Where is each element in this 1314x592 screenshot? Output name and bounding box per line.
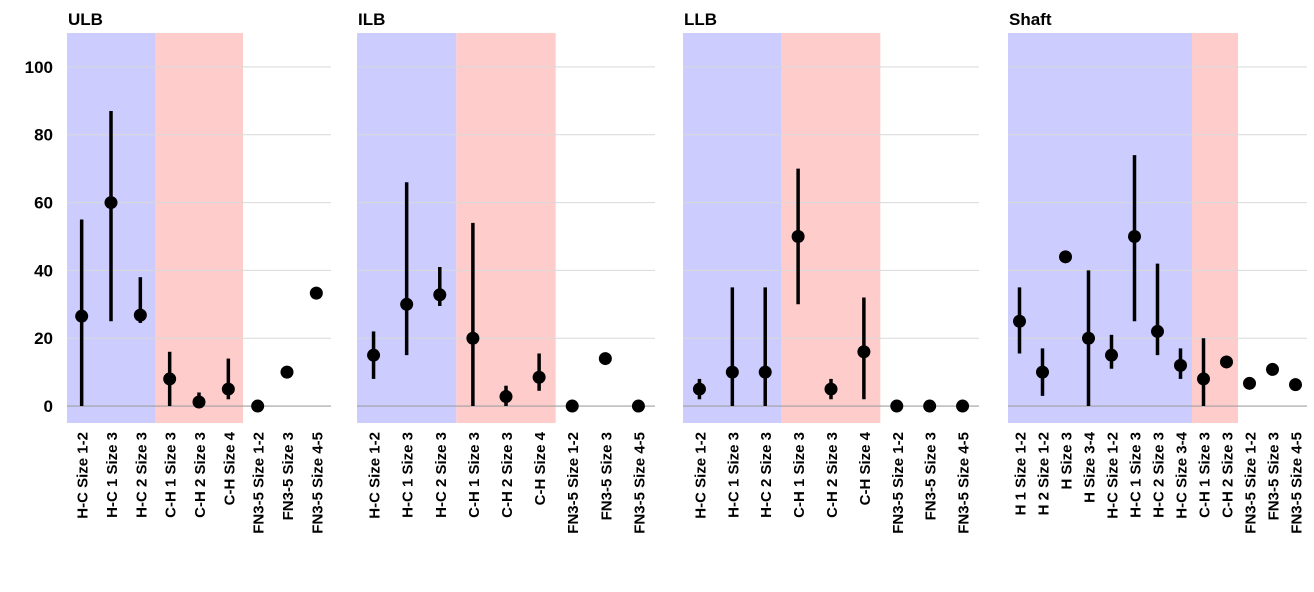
y-tick-label: 80: [34, 126, 53, 145]
x-tick-label: FN3-5 Size 3: [598, 432, 615, 520]
data-point: [956, 399, 970, 413]
data-point: [857, 345, 871, 359]
x-tick-label: FN3-5 Size 4-5: [956, 432, 973, 534]
data-point: [725, 365, 739, 379]
data-point: [532, 370, 546, 384]
data-point: [104, 196, 118, 210]
data-point: [433, 288, 447, 302]
panel-shaft: Shaft H 1 Size 1-2 H 2 Size 1-2 H Size 3 H S…: [1008, 10, 1307, 534]
data-point: [499, 390, 513, 404]
x-tick-label: FN3-5 Size 3: [923, 432, 940, 520]
x-tick-label: H-C 1 Size 3: [725, 432, 742, 518]
data-point: [1174, 358, 1187, 372]
x-tick-label: H-C 2 Size 3: [758, 432, 775, 518]
data-point: [133, 308, 147, 322]
data-point: [631, 399, 645, 413]
x-tick-label: FN3-5 Size 3: [1266, 432, 1283, 520]
data-point: [1151, 324, 1164, 338]
x-tick-label: FN3-5 Size 4-5: [631, 432, 648, 534]
data-point: [598, 352, 612, 366]
x-tick-label: C-H 2 Size 3: [824, 432, 841, 518]
data-point: [923, 399, 937, 413]
x-tick-label: H 2 Size 1-2: [1036, 432, 1053, 515]
x-tick-label: C-H 2 Size 3: [192, 432, 209, 518]
data-point: [400, 297, 414, 311]
x-tick-label: C-H 1 Size 3: [1197, 432, 1214, 518]
data-point: [163, 372, 177, 386]
data-point: [466, 331, 480, 345]
data-point: [1197, 372, 1210, 386]
panel-ilb: ILB H-C Size 1-2 H-C 1 Size 3 H-C 2 Size 3 C…: [357, 10, 655, 534]
data-point: [1128, 229, 1141, 243]
x-tick-label: C-H Size 4: [221, 431, 238, 505]
x-tick-label: H-C Size 1-2: [692, 432, 709, 519]
y-tick-label: 60: [34, 194, 53, 213]
data-point: [1105, 348, 1118, 362]
x-tick-label: C-H 2 Size 3: [1220, 432, 1237, 518]
x-tick-label: H-C 1 Size 3: [400, 432, 417, 518]
x-tick-label: C-H 1 Size 3: [163, 432, 180, 518]
data-point: [251, 399, 265, 413]
y-tick-label: 100: [25, 58, 53, 77]
x-tick-label: C-H 2 Size 3: [499, 432, 516, 518]
x-tick-label: H Size 3-4: [1082, 431, 1099, 503]
x-tick-label: C-H 1 Size 3: [791, 432, 808, 518]
data-point: [221, 382, 235, 396]
data-point: [1036, 365, 1049, 379]
y-tick-label: 20: [34, 329, 53, 348]
data-point: [75, 309, 89, 323]
data-point: [367, 348, 381, 362]
x-tick-label: C-H 1 Size 3: [466, 432, 483, 518]
panel-title: ULB: [68, 10, 103, 29]
data-point: [1059, 250, 1072, 264]
x-tick-label: FN3-5 Size 1-2: [1243, 432, 1260, 534]
x-tick-label: H-C 1 Size 3: [1128, 432, 1145, 518]
data-point: [1082, 331, 1095, 345]
x-tick-label: H-C Size 3-4: [1174, 431, 1191, 518]
panel-ulb: ULB 0 20 40 60 80 100 H-C Size 1-2 H-C 1 Size 3 H…: [25, 10, 331, 534]
data-point: [758, 365, 772, 379]
panel-title: LLB: [684, 10, 717, 29]
x-tick-label: H Size 3: [1059, 432, 1076, 490]
x-tick-label: FN3-5 Size 3: [280, 432, 297, 520]
data-point: [692, 382, 706, 396]
panel-title: Shaft: [1009, 10, 1052, 29]
x-tick-label: FN3-5 Size 1-2: [251, 432, 268, 534]
data-point: [1220, 355, 1233, 369]
data-point: [565, 399, 579, 413]
panel-title: ILB: [358, 10, 385, 29]
data-point: [1243, 376, 1256, 390]
panel-llb: LLB H-C Size 1-2 H-C 1 Size 3 H-C 2 Size 3 C…: [683, 10, 979, 534]
x-tick-label: FN3-5 Size 1-2: [565, 432, 582, 534]
x-tick-label: H-C 1 Size 3: [104, 432, 121, 518]
data-point: [890, 399, 904, 413]
data-point: [1289, 378, 1302, 392]
x-tick-label: C-H Size 4: [857, 431, 874, 505]
x-tick-label: H 1 Size 1-2: [1013, 432, 1030, 515]
y-tick-label: 0: [44, 397, 53, 416]
x-tick-label: H-C Size 1-2: [75, 432, 92, 519]
x-tick-label: FN3-5 Size 4-5: [1289, 432, 1306, 534]
data-point: [824, 382, 838, 396]
data-point: [280, 365, 294, 379]
y-tick-label: 40: [34, 261, 53, 280]
data-point: [1013, 314, 1026, 328]
x-tick-label: H-C 2 Size 3: [133, 432, 150, 518]
data-point: [309, 286, 323, 300]
x-tick-label: FN3-5 Size 1-2: [890, 432, 907, 534]
x-tick-label: C-H Size 4: [532, 431, 549, 505]
x-tick-label: FN3-5 Size 4-5: [309, 432, 326, 534]
band-0: [1008, 33, 1192, 423]
x-tick-label: H-C Size 1-2: [1105, 432, 1122, 519]
x-tick-label: H-C Size 1-2: [367, 432, 384, 519]
data-point: [791, 229, 805, 243]
data-point: [1266, 362, 1279, 376]
x-tick-label: H-C 2 Size 3: [433, 432, 450, 518]
x-tick-label: H-C 2 Size 3: [1151, 432, 1168, 518]
data-point: [192, 395, 206, 409]
